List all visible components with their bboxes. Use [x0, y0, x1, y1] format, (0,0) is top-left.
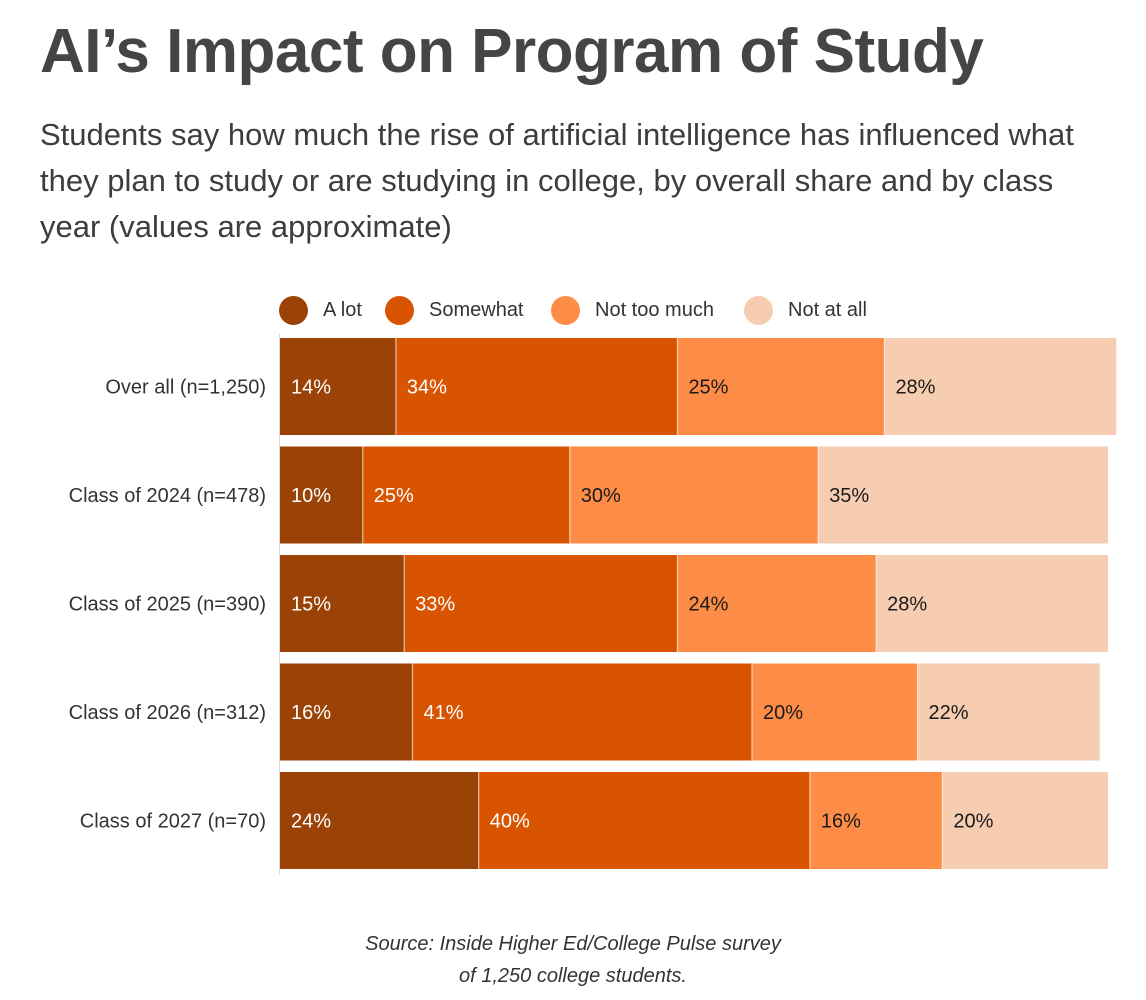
data-label: 16% — [291, 702, 331, 724]
legend-swatch-not-too-much — [551, 295, 580, 325]
data-label: 10% — [291, 485, 331, 507]
bar-segment — [917, 663, 1100, 761]
data-label: 24% — [291, 811, 331, 833]
legend-item-not-too-much: Not too much — [551, 293, 714, 327]
legend-label: Somewhat — [429, 298, 524, 321]
bar-segment — [404, 555, 678, 652]
bar-segment — [751, 663, 918, 761]
bar-segment — [942, 772, 1108, 869]
bar-segment — [884, 338, 1117, 435]
legend-item-a-lot: A lot — [279, 293, 362, 327]
legend-label: Not at all — [788, 298, 867, 321]
chart-subtitle: Students say how much the rise of artifi… — [40, 117, 1074, 244]
bar-segment — [677, 555, 877, 652]
bar-segment — [280, 338, 396, 435]
data-label: 28% — [887, 594, 927, 616]
legend-swatch-not-at-all — [744, 295, 773, 325]
data-label: 20% — [953, 811, 993, 833]
legend-swatch-a-lot — [279, 295, 308, 325]
data-label: 40% — [490, 811, 530, 833]
category-label: Over all (n=1,250) — [105, 377, 266, 399]
bar-segment — [280, 446, 363, 544]
bar-segment — [362, 446, 570, 544]
bar-segment — [280, 555, 405, 652]
bar-segment — [876, 555, 1108, 652]
legend-item-somewhat: Somewhat — [385, 293, 524, 327]
category-label: Class of 2024 (n=478) — [69, 485, 266, 507]
bar-segment — [569, 446, 819, 544]
source-line-2: of 1,250 college students. — [459, 965, 687, 987]
data-label: 30% — [581, 485, 621, 507]
data-label: 28% — [895, 377, 935, 399]
legend-label: A lot — [323, 298, 362, 321]
data-label: 41% — [423, 702, 463, 724]
bar-segment — [412, 663, 752, 761]
data-label: 16% — [821, 811, 861, 833]
bar-segment — [280, 772, 479, 869]
data-label: 20% — [763, 702, 803, 724]
data-label: 24% — [688, 594, 728, 616]
chart-title: AI’s Impact on Program of Study — [40, 17, 984, 86]
category-label: Class of 2026 (n=312) — [69, 702, 266, 724]
source-line-1: Source: Inside Higher Ed/College Pulse s… — [365, 933, 781, 955]
category-label: Class of 2025 (n=390) — [69, 594, 266, 616]
data-label: 14% — [291, 377, 331, 399]
source-note: Source: Inside Higher Ed/College Pulse s… — [0, 928, 1146, 992]
legend-swatch-somewhat — [385, 295, 414, 325]
data-label: 33% — [415, 594, 455, 616]
data-label: 25% — [688, 377, 728, 399]
bar-segment — [677, 338, 885, 435]
data-label: 34% — [407, 377, 447, 399]
data-label: 25% — [374, 485, 414, 507]
data-label: 15% — [291, 594, 331, 616]
legend: A lot Somewhat Not too much Not at all — [0, 293, 1146, 327]
data-label: 22% — [929, 702, 969, 724]
bar-segment — [280, 663, 413, 761]
data-label: 35% — [829, 485, 869, 507]
legend-label: Not too much — [595, 298, 714, 321]
category-label: Class of 2027 (n=70) — [80, 811, 266, 833]
bar-segment — [395, 338, 678, 435]
bar-segment — [818, 446, 1108, 544]
bar-segment — [809, 772, 943, 869]
bar-segment — [478, 772, 810, 869]
legend-item-not-at-all: Not at all — [744, 293, 867, 327]
